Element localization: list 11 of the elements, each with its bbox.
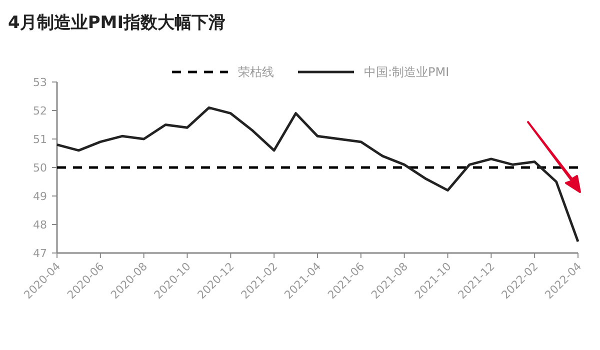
y-tick-label: 48 bbox=[33, 218, 47, 232]
y-tick-label: 47 bbox=[33, 247, 47, 260]
legend-label: 荣枯线 bbox=[238, 65, 274, 79]
y-tick-label: 50 bbox=[33, 162, 47, 174]
y-tick-label: 53 bbox=[33, 76, 47, 89]
y-tick-label: 51 bbox=[33, 133, 47, 146]
legend-label: 中国:制造业PMI bbox=[364, 65, 450, 79]
y-tick-label: 49 bbox=[33, 190, 47, 203]
chart-title: 4月制造业PMI指数大幅下滑 bbox=[8, 13, 226, 33]
line-series bbox=[56, 106, 580, 243]
y-tick-label: 52 bbox=[33, 104, 47, 118]
